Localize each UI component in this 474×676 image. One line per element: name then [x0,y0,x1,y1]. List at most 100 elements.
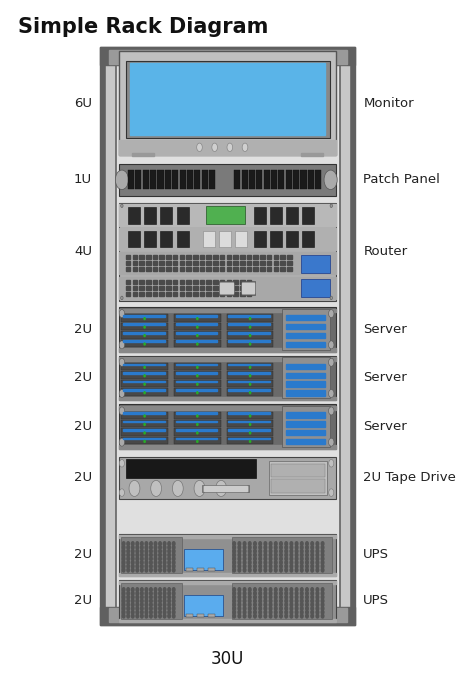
Circle shape [259,546,262,550]
Bar [227,322,273,330]
Circle shape [264,550,267,553]
Circle shape [328,389,334,397]
Bar [146,286,151,289]
Bar [264,170,270,189]
Bar [227,380,273,387]
Bar [159,261,164,265]
Circle shape [159,587,161,592]
Text: Monitor: Monitor [364,97,414,110]
Circle shape [316,587,319,592]
Circle shape [150,592,152,596]
Circle shape [145,560,148,564]
Circle shape [168,546,171,550]
Circle shape [306,560,308,564]
Circle shape [127,557,129,560]
Bar [119,358,336,361]
Circle shape [145,564,148,569]
Bar [173,267,177,271]
Bar [139,291,144,295]
Bar [119,406,336,410]
Circle shape [144,343,145,345]
Circle shape [119,407,125,415]
Bar [174,380,220,387]
Bar [227,255,231,259]
Circle shape [269,603,272,606]
Circle shape [122,564,125,569]
Bar [146,267,151,271]
Circle shape [122,560,125,564]
Bar [206,261,211,265]
Bar [286,341,325,347]
Circle shape [295,560,298,564]
Circle shape [259,541,262,546]
Bar [180,267,184,271]
Circle shape [145,550,148,553]
Circle shape [269,564,272,569]
Bar [247,267,251,271]
Circle shape [254,606,256,610]
Circle shape [259,550,262,553]
Circle shape [301,603,303,606]
Circle shape [311,550,313,553]
Bar [186,614,193,617]
Circle shape [243,564,246,569]
Circle shape [159,557,161,560]
Circle shape [122,596,125,599]
Circle shape [248,560,251,564]
Circle shape [269,550,272,553]
Circle shape [145,557,148,560]
Circle shape [254,560,256,564]
Bar [121,363,168,370]
Circle shape [285,592,288,596]
Circle shape [159,550,161,553]
Circle shape [295,599,298,603]
Circle shape [249,343,251,345]
Bar [166,255,171,259]
Circle shape [306,587,308,592]
Circle shape [168,550,171,553]
Bar [270,208,282,224]
Bar [227,429,273,436]
Circle shape [233,541,236,546]
Circle shape [173,606,175,610]
Circle shape [249,326,251,328]
Circle shape [159,596,161,599]
Circle shape [159,599,161,603]
Circle shape [269,599,272,603]
Bar [175,429,217,431]
Circle shape [197,143,202,151]
Bar [201,170,208,189]
Circle shape [238,560,241,564]
Circle shape [243,546,246,550]
Circle shape [115,170,128,189]
Bar [280,267,285,271]
Circle shape [140,592,143,596]
Circle shape [321,614,324,618]
Circle shape [136,599,138,603]
Circle shape [295,610,298,614]
Circle shape [254,592,256,596]
Bar [228,437,270,439]
Circle shape [249,392,251,393]
Circle shape [154,603,157,606]
Circle shape [122,541,125,546]
Circle shape [159,560,161,564]
Bar [273,267,278,271]
Circle shape [269,541,272,546]
Bar [240,280,245,284]
Circle shape [197,366,198,368]
Bar [146,255,151,259]
Circle shape [140,596,143,599]
Circle shape [145,546,148,550]
Circle shape [154,610,157,614]
Circle shape [295,553,298,557]
Bar [271,170,277,189]
Circle shape [127,546,129,550]
Bar [227,412,273,419]
Circle shape [269,606,272,610]
Circle shape [316,557,319,560]
Circle shape [150,564,152,569]
Bar [280,255,285,259]
Circle shape [285,553,288,557]
Circle shape [136,610,138,614]
